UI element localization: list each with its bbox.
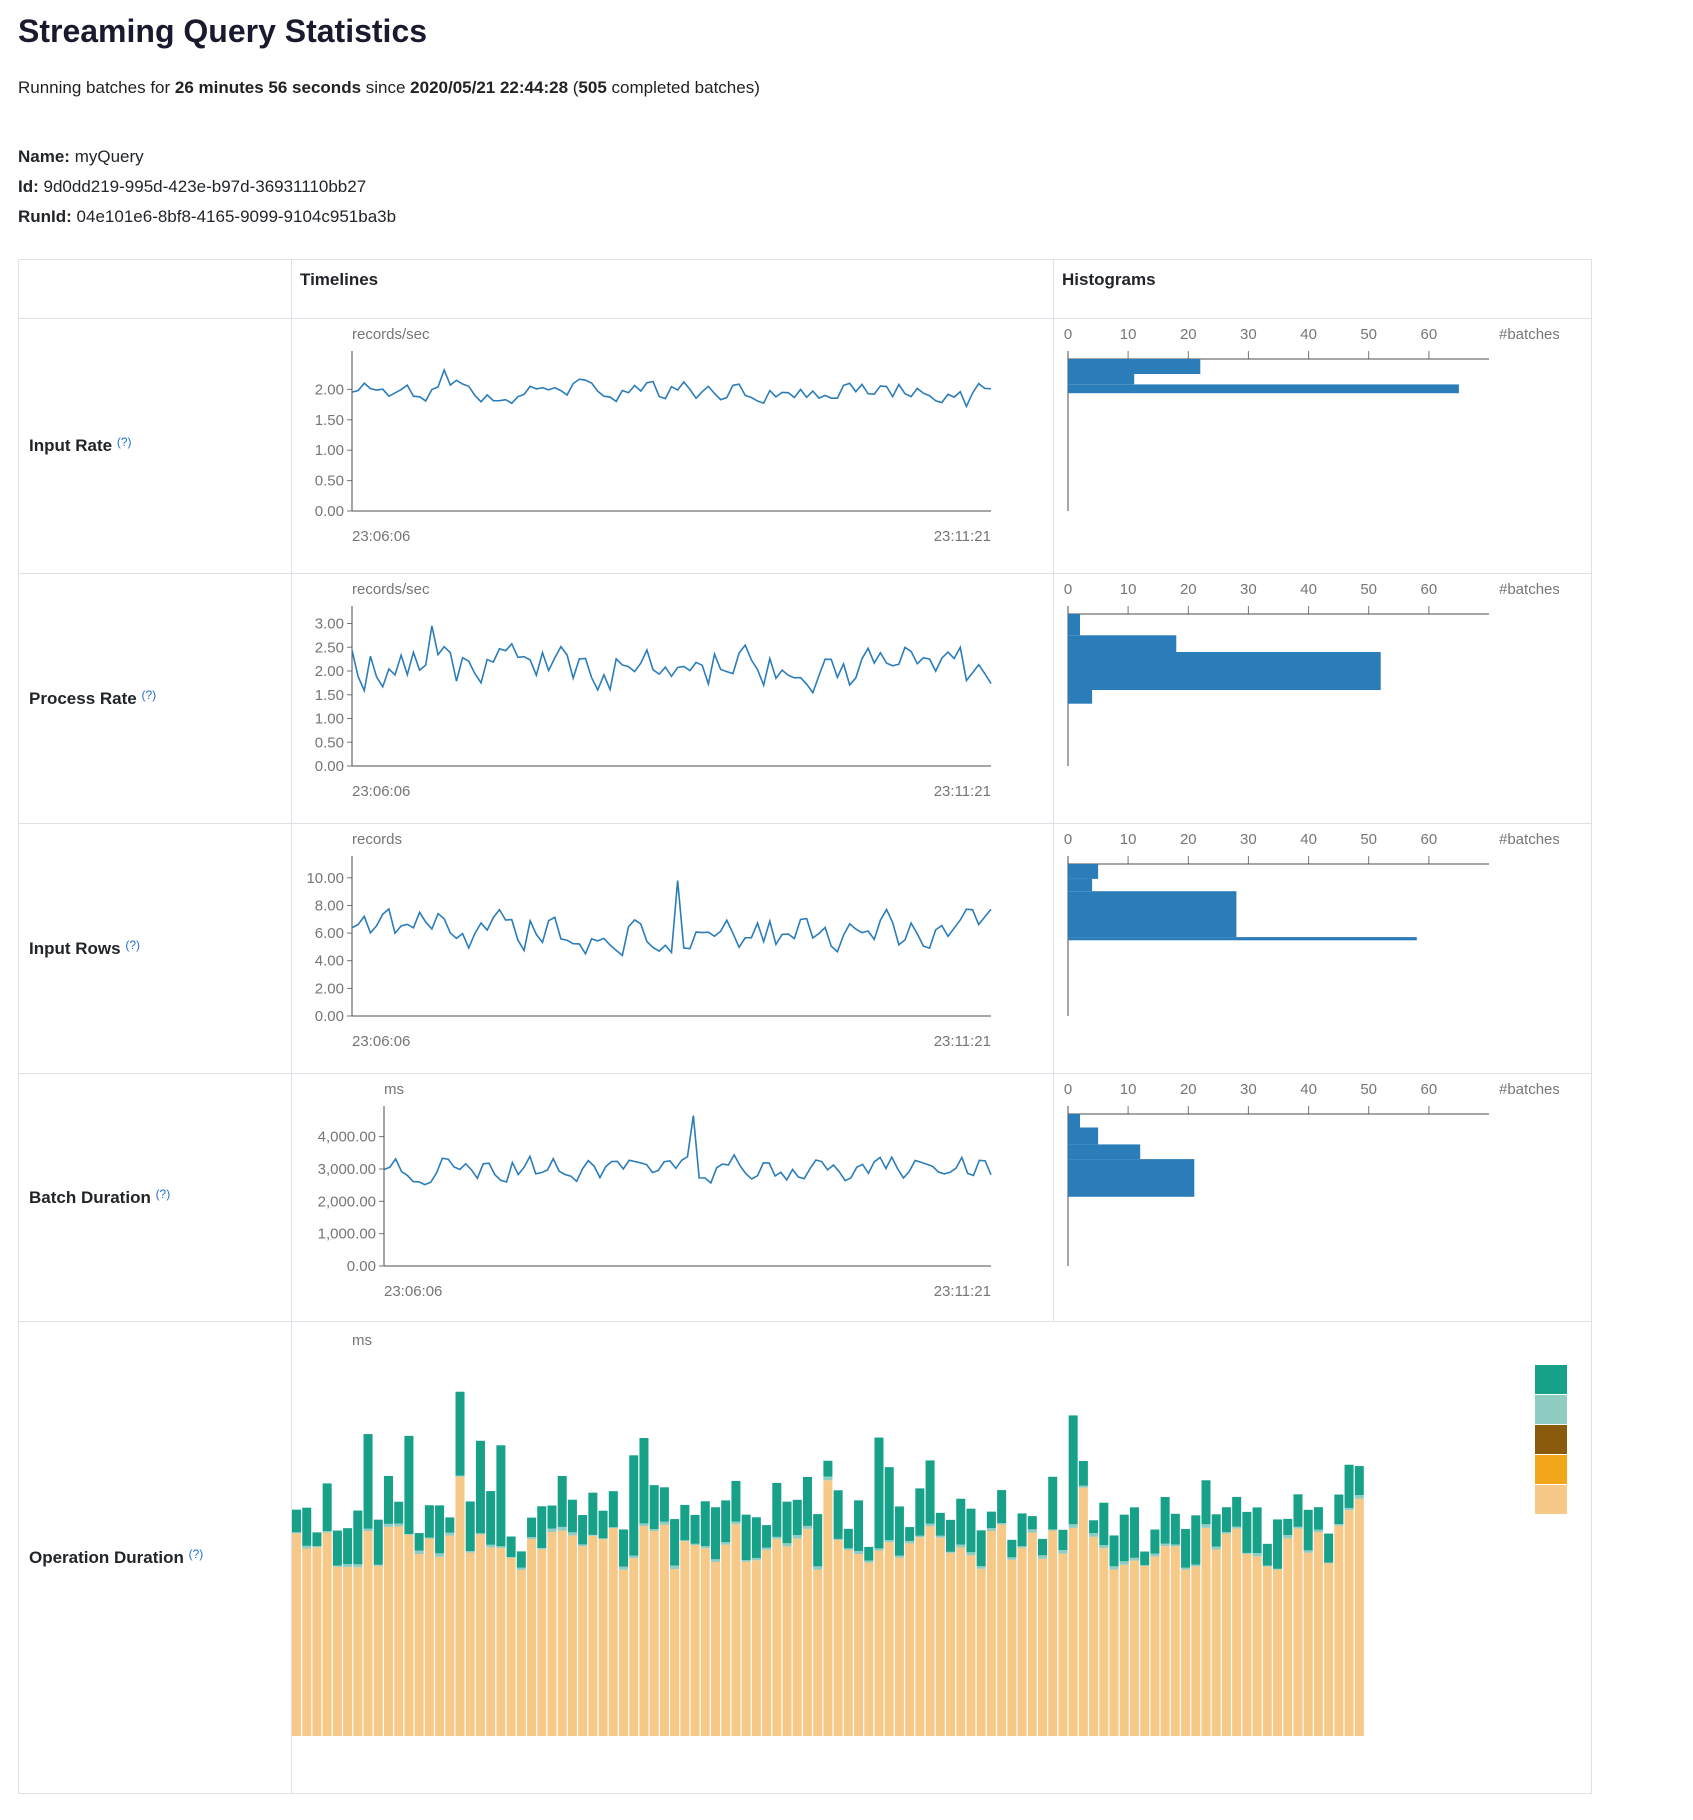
svg-text:4.00: 4.00 (315, 953, 344, 970)
svg-text:1.50: 1.50 (315, 687, 344, 704)
svg-text:23:11:21: 23:11:21 (934, 1033, 991, 1050)
svg-text:1,000.00: 1,000.00 (318, 1226, 376, 1243)
svg-text:20: 20 (1180, 831, 1197, 848)
svg-text:0.50: 0.50 (315, 734, 344, 751)
svg-text:2,000.00: 2,000.00 (318, 1193, 376, 1210)
svg-text:#batches: #batches (1499, 831, 1559, 848)
svg-text:30: 30 (1240, 326, 1257, 343)
svg-text:23:06:06: 23:06:06 (352, 783, 410, 800)
svg-text:6.00: 6.00 (315, 925, 344, 942)
svg-text:0.00: 0.00 (315, 503, 344, 520)
svg-text:2.50: 2.50 (315, 639, 344, 656)
svg-text:2.00: 2.00 (315, 663, 344, 680)
svg-text:#batches: #batches (1499, 581, 1559, 598)
svg-text:30: 30 (1240, 831, 1257, 848)
svg-text:50: 50 (1360, 326, 1377, 343)
svg-text:records: records (352, 831, 402, 848)
svg-text:60: 60 (1421, 831, 1438, 848)
svg-text:23:06:06: 23:06:06 (352, 528, 410, 545)
svg-text:records/sec: records/sec (352, 326, 430, 343)
svg-text:0.50: 0.50 (315, 473, 344, 490)
svg-text:10: 10 (1120, 326, 1137, 343)
svg-text:0.00: 0.00 (315, 758, 344, 775)
svg-text:2.00: 2.00 (315, 381, 344, 398)
svg-text:ms: ms (384, 1081, 404, 1098)
svg-text:60: 60 (1421, 581, 1438, 598)
svg-text:0: 0 (1064, 326, 1072, 343)
svg-text:40: 40 (1300, 326, 1317, 343)
svg-text:50: 50 (1360, 831, 1377, 848)
svg-text:23:06:06: 23:06:06 (384, 1283, 442, 1300)
svg-text:8.00: 8.00 (315, 897, 344, 914)
svg-text:0: 0 (1064, 1081, 1072, 1098)
svg-text:50: 50 (1360, 581, 1377, 598)
svg-text:30: 30 (1240, 1081, 1257, 1098)
svg-text:23:11:21: 23:11:21 (934, 528, 991, 545)
svg-text:1.00: 1.00 (315, 711, 344, 728)
svg-text:30: 30 (1240, 581, 1257, 598)
svg-text:40: 40 (1300, 581, 1317, 598)
svg-text:#batches: #batches (1499, 1081, 1559, 1098)
svg-text:10.00: 10.00 (306, 870, 344, 887)
svg-text:40: 40 (1300, 831, 1317, 848)
svg-text:#batches: #batches (1499, 326, 1559, 343)
svg-text:0: 0 (1064, 581, 1072, 598)
svg-text:0.00: 0.00 (347, 1258, 376, 1275)
svg-text:3,000.00: 3,000.00 (318, 1161, 376, 1178)
svg-text:0: 0 (1064, 831, 1072, 848)
svg-text:23:11:21: 23:11:21 (934, 1283, 991, 1300)
svg-text:4,000.00: 4,000.00 (318, 1129, 376, 1146)
svg-text:60: 60 (1421, 1081, 1438, 1098)
svg-text:23:11:21: 23:11:21 (934, 783, 991, 800)
svg-text:3.00: 3.00 (315, 616, 344, 633)
svg-text:records/sec: records/sec (352, 581, 430, 598)
svg-text:20: 20 (1180, 581, 1197, 598)
svg-text:20: 20 (1180, 326, 1197, 343)
svg-text:10: 10 (1120, 831, 1137, 848)
svg-text:1.50: 1.50 (315, 412, 344, 429)
svg-text:50: 50 (1360, 1081, 1377, 1098)
svg-text:0.00: 0.00 (315, 1008, 344, 1025)
svg-text:20: 20 (1180, 1081, 1197, 1098)
svg-text:1.00: 1.00 (315, 442, 344, 459)
svg-text:10: 10 (1120, 581, 1137, 598)
svg-text:60: 60 (1421, 326, 1438, 343)
svg-text:2.00: 2.00 (315, 980, 344, 997)
svg-text:10: 10 (1120, 1081, 1137, 1098)
svg-text:23:06:06: 23:06:06 (352, 1033, 410, 1050)
svg-text:40: 40 (1300, 1081, 1317, 1098)
